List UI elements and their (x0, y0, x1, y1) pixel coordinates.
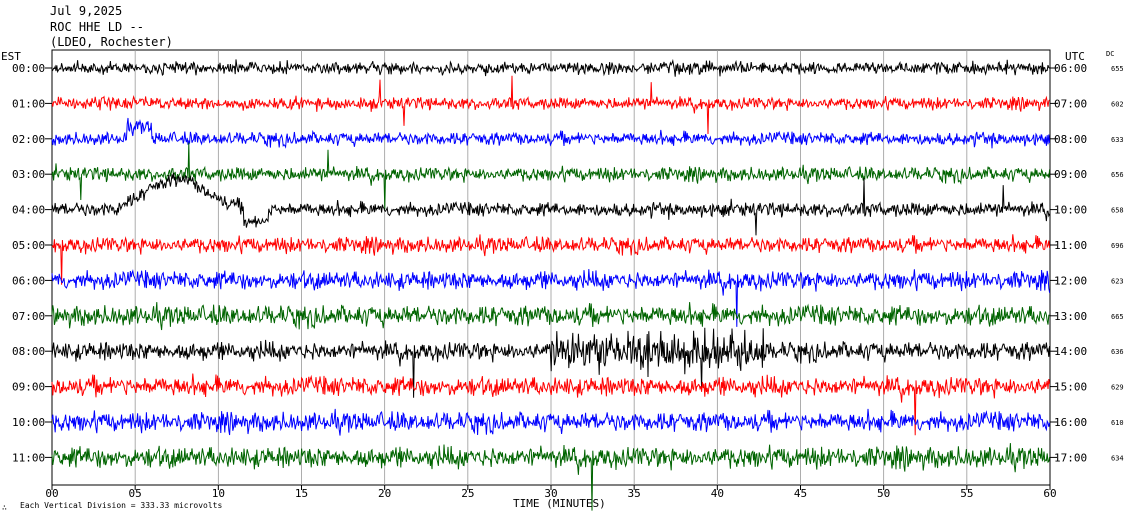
dc-value: 602 (1111, 100, 1124, 108)
left-hour-label: 01:00 (12, 97, 45, 110)
trace-0900 (51, 373, 1051, 436)
left-timezone-label: EST (1, 50, 21, 63)
dc-label: DC (1106, 50, 1114, 58)
dc-value: 636 (1111, 348, 1124, 356)
header-location: (LDEO, Rochester) (50, 35, 173, 49)
left-hour-label: 11:00 (12, 451, 45, 464)
trace-0400 (51, 172, 1051, 236)
x-tick-label: 15 (295, 487, 308, 500)
x-tick-label: 55 (960, 487, 973, 500)
trace-0100 (51, 75, 1050, 135)
right-hour-label: 07:00 (1054, 97, 1087, 110)
right-hour-label: 16:00 (1054, 416, 1087, 429)
right-hour-label: 10:00 (1054, 204, 1087, 217)
trace-0500 (51, 234, 1051, 285)
right-hour-label: 15:00 (1054, 381, 1087, 394)
right-timezone-label: UTC (1065, 50, 1085, 63)
trace-0800 (51, 327, 1051, 398)
header-date: Jul 9,2025 (50, 4, 122, 18)
trace-0200 (51, 117, 1051, 149)
right-hour-label: 08:00 (1054, 133, 1087, 146)
traces (51, 58, 1051, 511)
left-hour-label: 05:00 (12, 239, 45, 252)
right-hour-label: 14:00 (1054, 345, 1087, 358)
grid (134, 50, 968, 485)
left-hour-label: 02:00 (12, 133, 45, 146)
x-tick-label: 40 (711, 487, 724, 500)
left-hour-label: 06:00 (12, 274, 45, 287)
header-station: ROC HHE LD -- (50, 20, 144, 34)
trace-1000 (51, 408, 1051, 436)
dc-value: 655 (1111, 65, 1124, 73)
trace-0000 (51, 58, 1050, 77)
trace-0600 (51, 269, 1051, 327)
right-hour-label: 06:00 (1054, 62, 1087, 75)
dc-value: 629 (1111, 384, 1124, 392)
trace-1100 (51, 443, 1051, 511)
dc-value: 610 (1111, 419, 1124, 427)
right-hour-label: 17:00 (1054, 451, 1087, 464)
dc-value: 634 (1111, 454, 1124, 462)
right-hour-label: 09:00 (1054, 168, 1087, 181)
left-hour-label: 09:00 (12, 381, 45, 394)
x-tick-label: 10 (212, 487, 225, 500)
dc-value: 623 (1111, 277, 1124, 285)
x-tick-label: 00 (45, 487, 58, 500)
trace-labels: 00:00 06:00 655 01:00 07:00 602 02:00 08:00 633 0… (12, 62, 1124, 464)
right-hour-label: 12:00 (1054, 274, 1087, 287)
dc-value: 633 (1111, 136, 1124, 144)
left-hour-label: 00:00 (12, 62, 45, 75)
dc-value: 658 (1111, 207, 1124, 215)
left-hour-label: 03:00 (12, 168, 45, 181)
x-tick-label: 05 (129, 487, 142, 500)
x-axis: 00 05 10 15 20 25 30 35 40 45 50 55 60 (45, 485, 1057, 500)
left-hour-label: 08:00 (12, 345, 45, 358)
x-tick-label: 25 (461, 487, 474, 500)
dc-value: 665 (1111, 313, 1124, 321)
scale-icon: ∴ (2, 503, 7, 512)
dc-value: 656 (1111, 171, 1124, 179)
x-tick-label: 30 (544, 487, 557, 500)
left-hour-label: 10:00 (12, 416, 45, 429)
x-tick-label: 50 (877, 487, 890, 500)
x-tick-label: 45 (794, 487, 807, 500)
x-tick-label: 35 (628, 487, 641, 500)
left-hour-label: 04:00 (12, 204, 45, 217)
x-tick-label: 60 (1043, 487, 1056, 500)
x-axis-label: TIME (MINUTES) (513, 497, 606, 510)
trace-0700 (51, 302, 1050, 331)
x-tick-label: 20 (378, 487, 391, 500)
trace-0300 (51, 142, 1051, 210)
scale-footer: Each Vertical Division = 333.33 microvol… (20, 501, 222, 510)
right-hour-label: 11:00 (1054, 239, 1087, 252)
right-hour-label: 13:00 (1054, 310, 1087, 323)
left-hour-label: 07:00 (12, 310, 45, 323)
dc-value: 696 (1111, 242, 1124, 250)
